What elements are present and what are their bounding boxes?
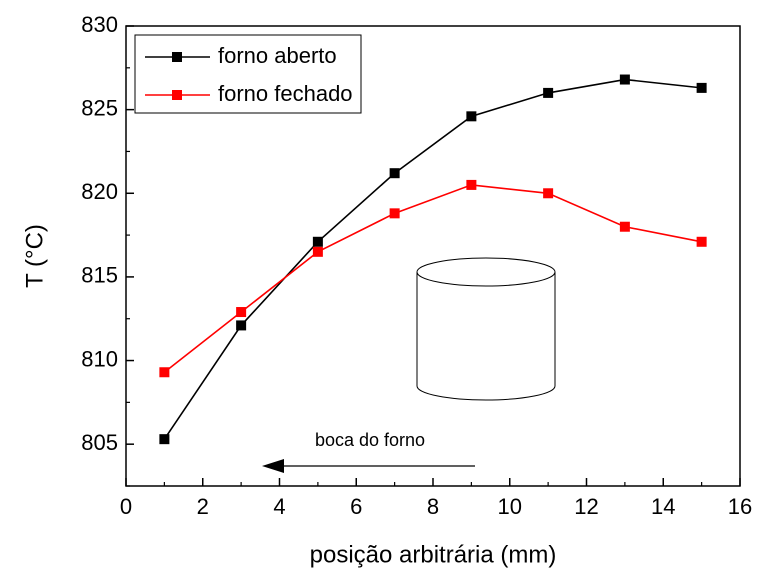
x-tick-label: 4: [273, 494, 285, 519]
y-tick-label: 820: [81, 179, 118, 204]
series-line: [163, 184, 702, 373]
x-axis-label: posição arbitrária (mm): [310, 541, 557, 568]
data-point: [466, 179, 477, 190]
legend-marker: [172, 90, 182, 100]
data-point: [696, 82, 707, 93]
legend-label: forno fechado: [218, 81, 353, 106]
data-point: [159, 367, 170, 378]
x-tick-label: 2: [197, 494, 209, 519]
data-point: [466, 111, 477, 122]
cylinder: [416, 257, 556, 401]
legend-label: forno aberto: [218, 43, 337, 68]
y-tick-label: 810: [81, 346, 118, 371]
y-tick-label: 815: [81, 263, 118, 288]
x-tick-label: 6: [350, 494, 362, 519]
x-tick-label: 8: [427, 494, 439, 519]
data-point: [619, 221, 630, 232]
x-tick-label: 12: [574, 494, 598, 519]
data-point: [543, 87, 554, 98]
x-tick-label: 16: [728, 494, 752, 519]
data-point: [619, 74, 630, 85]
annotation: boca do forno: [315, 430, 425, 450]
data-point: [312, 246, 323, 257]
arrow: [262, 459, 475, 473]
data-point: [696, 236, 707, 247]
y-axis-label: T (°C): [21, 224, 48, 288]
data-point: [312, 236, 323, 247]
data-point: [159, 434, 170, 445]
legend-marker: [172, 52, 182, 62]
x-tick-label: 0: [120, 494, 132, 519]
data-point: [236, 320, 247, 331]
data-point: [236, 307, 247, 318]
x-tick-label: 10: [498, 494, 522, 519]
y-tick-label: 830: [81, 12, 118, 37]
y-tick-label: 825: [81, 95, 118, 120]
data-point: [389, 168, 400, 179]
series-line: [163, 78, 702, 440]
data-point: [389, 208, 400, 219]
x-tick-label: 14: [651, 494, 675, 519]
y-tick-label: 805: [81, 430, 118, 455]
data-point: [543, 188, 554, 199]
